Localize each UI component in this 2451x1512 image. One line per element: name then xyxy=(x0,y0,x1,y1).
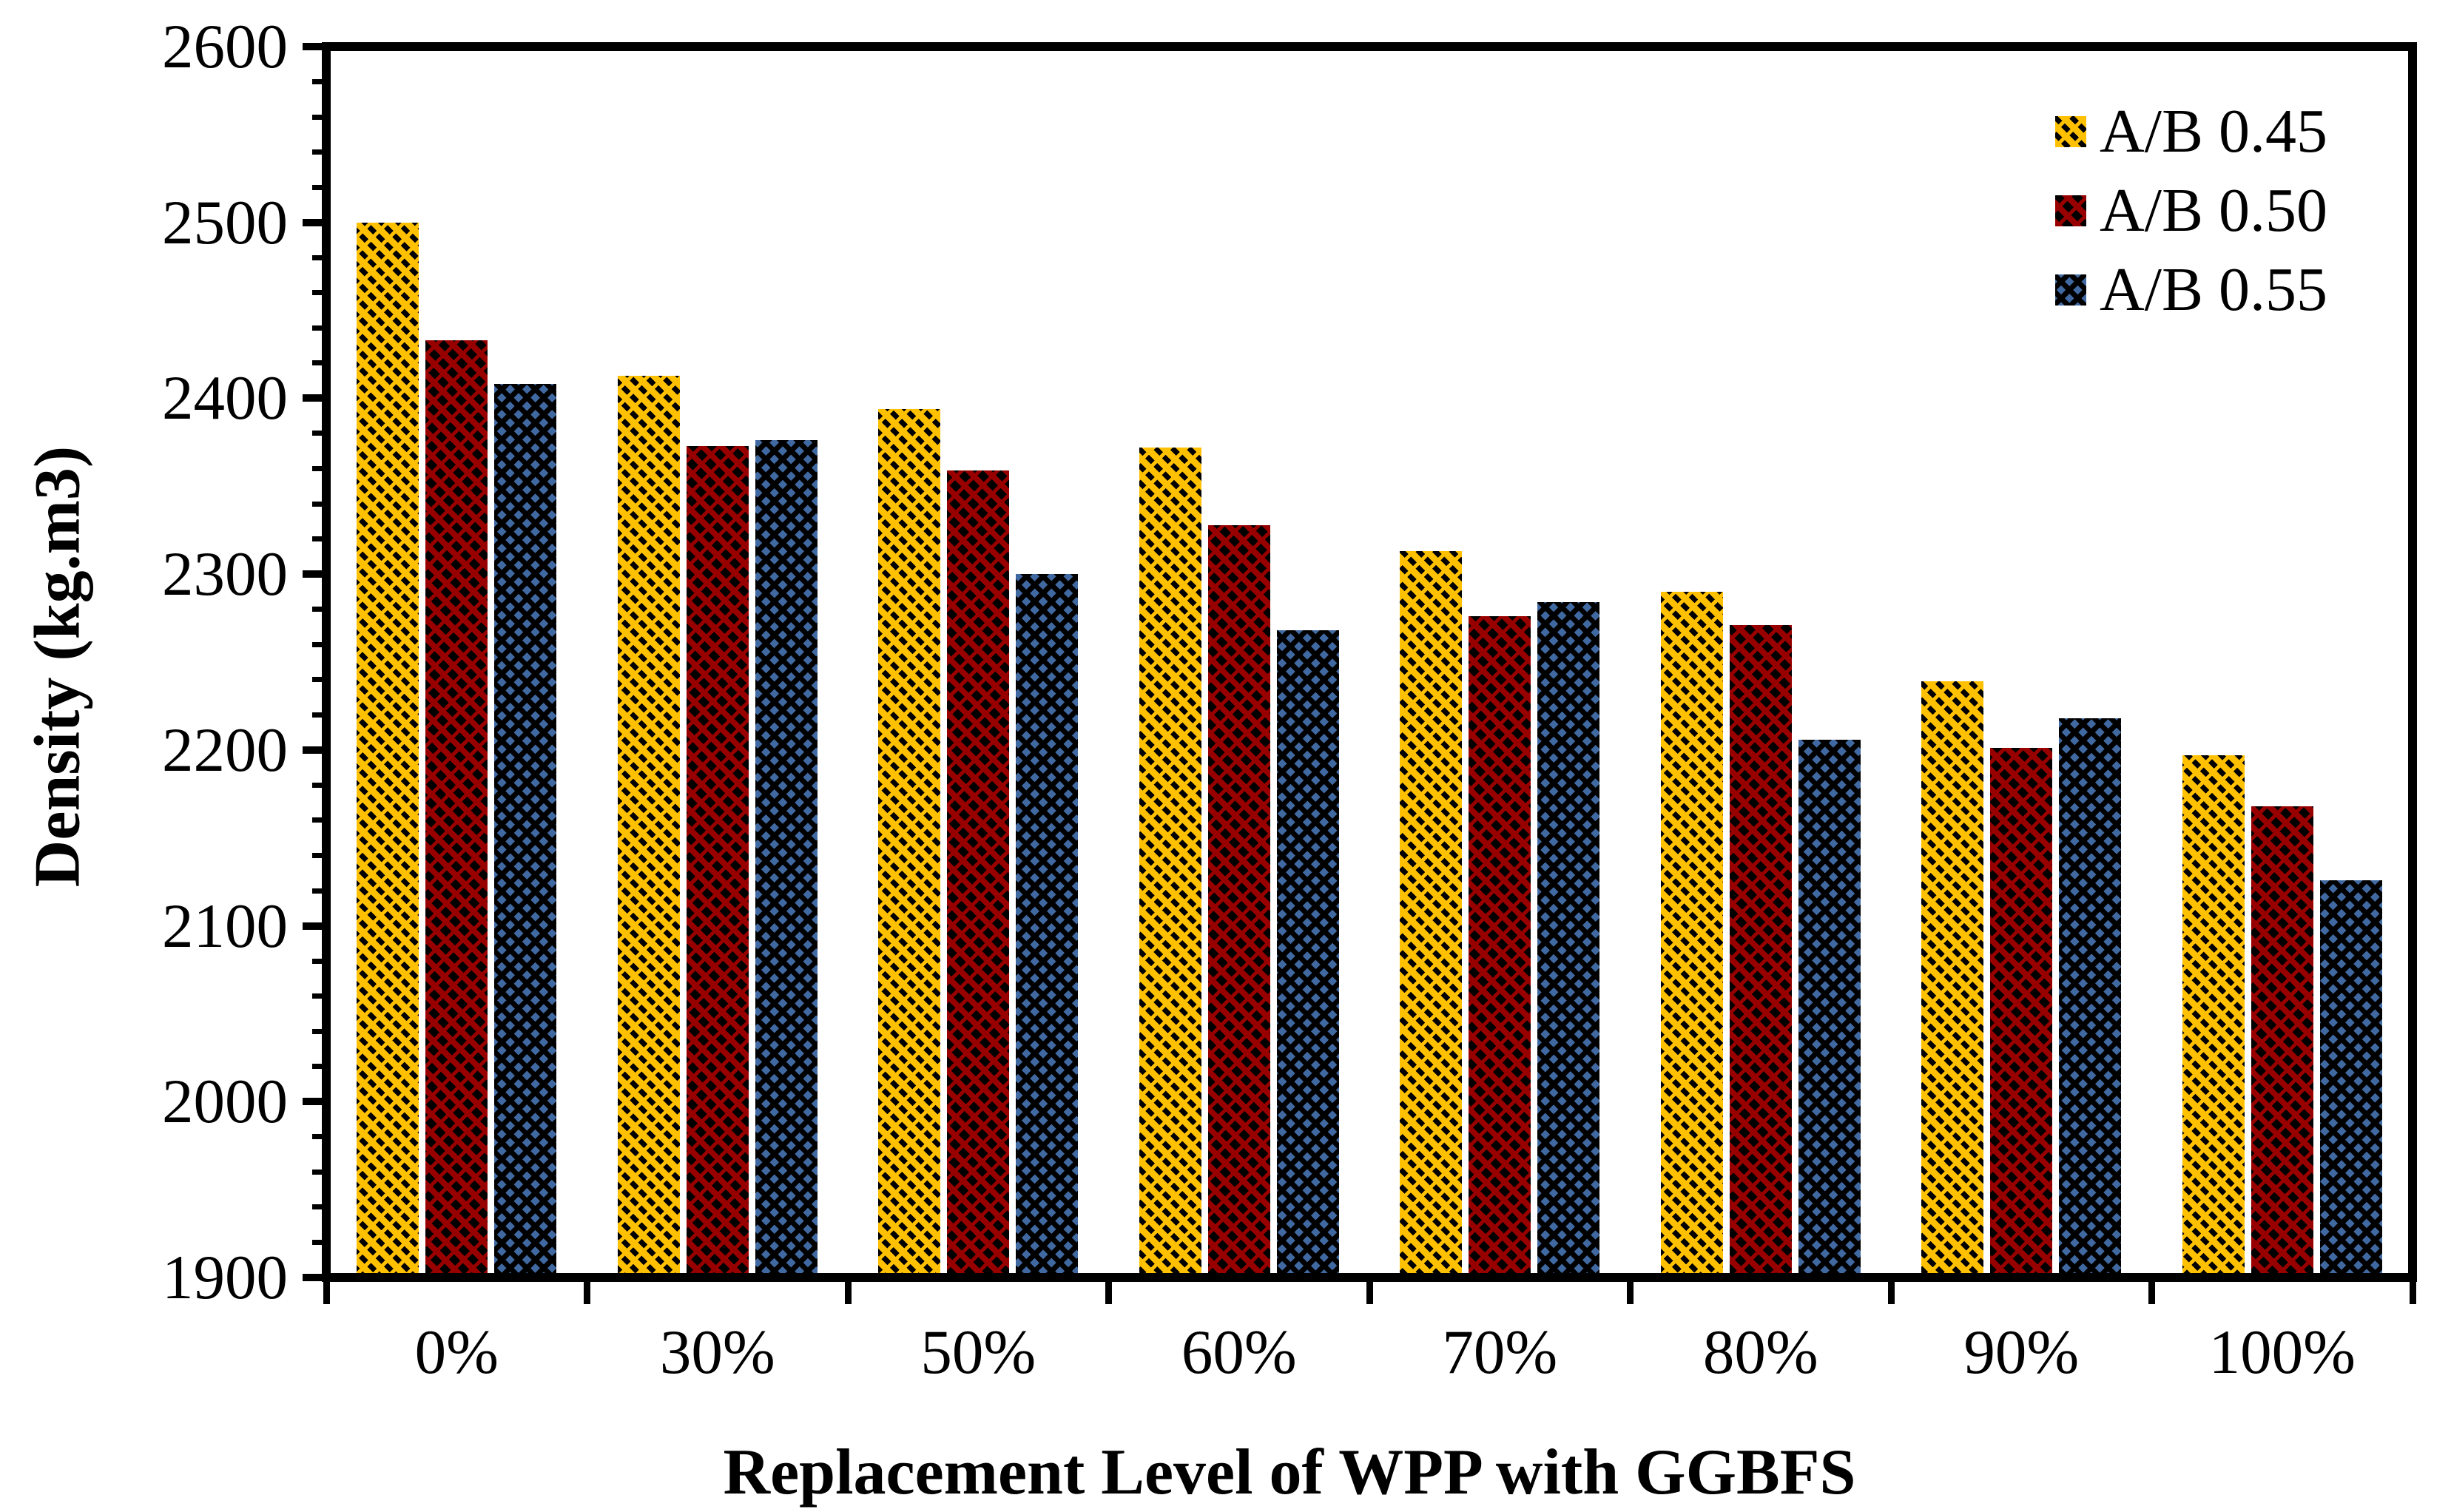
legend-item: A/B 0.45 xyxy=(2055,92,2327,171)
x-category-label: 50% xyxy=(920,1317,1036,1387)
y-minor-tick xyxy=(312,1169,326,1175)
bar xyxy=(1139,447,1201,1282)
y-tick-label: 2100 xyxy=(162,891,288,961)
bar xyxy=(494,384,557,1282)
bar xyxy=(2182,755,2245,1282)
y-minor-tick xyxy=(312,1239,326,1245)
bar xyxy=(755,440,817,1282)
y-minor-tick xyxy=(312,888,326,894)
y-minor-tick xyxy=(312,641,326,647)
bar xyxy=(878,408,941,1282)
legend-swatch-ab055 xyxy=(2055,274,2086,306)
y-minor-tick xyxy=(312,1064,326,1070)
legend-swatch-ab045 xyxy=(2055,115,2086,147)
y-minor-tick xyxy=(312,993,326,999)
bar xyxy=(1469,616,1531,1282)
bar xyxy=(1798,739,1861,1282)
bar xyxy=(357,222,419,1282)
y-minor-tick xyxy=(312,431,326,436)
bar xyxy=(1729,625,1792,1282)
legend: A/B 0.45 A/B 0.50 A/B 0.55 xyxy=(2055,92,2327,329)
y-minor-tick xyxy=(312,254,326,260)
bar xyxy=(1400,551,1463,1282)
y-minor-tick xyxy=(312,852,326,858)
x-tick xyxy=(323,1278,330,1304)
plot-frame xyxy=(322,42,2417,1282)
bar xyxy=(1016,574,1079,1282)
legend-swatch-ab050 xyxy=(2055,195,2086,226)
y-minor-tick xyxy=(312,1204,326,1210)
y-minor-tick xyxy=(312,290,326,296)
y-minor-tick xyxy=(312,184,326,190)
bar xyxy=(2251,806,2313,1282)
y-major-tick xyxy=(303,218,326,226)
y-major-tick xyxy=(303,43,326,50)
y-minor-tick xyxy=(312,149,326,155)
x-category-label: 90% xyxy=(1963,1317,2080,1387)
bar xyxy=(2059,718,2122,1282)
legend-label: A/B 0.55 xyxy=(2100,255,2328,324)
y-tick-label: 2500 xyxy=(162,187,288,257)
x-tick xyxy=(1105,1278,1112,1304)
bar xyxy=(617,375,680,1282)
bar xyxy=(1276,630,1339,1282)
y-minor-tick xyxy=(312,817,326,823)
x-category-label: 60% xyxy=(1181,1317,1297,1387)
y-minor-tick xyxy=(312,466,326,471)
legend-item: A/B 0.55 xyxy=(2055,250,2327,329)
legend-label: A/B 0.50 xyxy=(2100,176,2328,245)
y-tick-label: 1900 xyxy=(162,1243,288,1312)
bar xyxy=(686,445,749,1282)
y-minor-tick xyxy=(312,712,326,718)
x-tick xyxy=(584,1278,590,1304)
y-minor-tick xyxy=(312,114,326,120)
y-major-tick xyxy=(303,1098,326,1106)
x-category-label: 0% xyxy=(414,1317,499,1387)
y-minor-tick xyxy=(312,958,326,964)
x-axis-title: Replacement Level of WPP with GGBFS xyxy=(723,1437,1856,1508)
legend-item: A/B 0.50 xyxy=(2055,171,2327,250)
x-category-label: 80% xyxy=(1702,1317,1818,1387)
x-tick xyxy=(1627,1278,1634,1304)
x-category-label: 100% xyxy=(2208,1317,2356,1387)
bar xyxy=(947,470,1010,1282)
y-minor-tick xyxy=(312,1028,326,1034)
y-minor-tick xyxy=(312,782,326,788)
y-tick-label: 2600 xyxy=(162,12,288,81)
bar xyxy=(1921,681,1984,1282)
x-tick xyxy=(844,1278,852,1304)
legend-label: A/B 0.45 xyxy=(2100,97,2328,166)
x-tick xyxy=(1366,1278,1373,1304)
y-major-tick xyxy=(303,570,326,578)
x-tick xyxy=(2409,1278,2416,1304)
y-minor-tick xyxy=(312,501,326,507)
bar xyxy=(2319,880,2382,1282)
y-major-tick xyxy=(303,746,326,754)
y-minor-tick xyxy=(312,79,326,85)
y-tick-label: 2300 xyxy=(162,539,288,610)
y-minor-tick xyxy=(312,325,326,331)
x-tick xyxy=(2148,1278,2155,1304)
bar xyxy=(1660,591,1723,1282)
y-minor-tick xyxy=(312,1134,326,1140)
y-minor-tick xyxy=(312,677,326,683)
y-tick-label: 2400 xyxy=(162,363,288,433)
y-minor-tick xyxy=(312,536,326,542)
bar xyxy=(1990,748,2053,1282)
y-tick-label: 2200 xyxy=(162,715,288,785)
y-minor-tick xyxy=(312,360,326,366)
y-minor-tick xyxy=(312,607,326,612)
bar xyxy=(425,340,488,1282)
x-category-label: 30% xyxy=(659,1317,775,1387)
y-major-tick xyxy=(303,1274,326,1281)
y-major-tick xyxy=(303,394,326,402)
y-tick-label: 2000 xyxy=(162,1067,288,1137)
bar xyxy=(1537,602,1600,1282)
x-category-label: 70% xyxy=(1442,1317,1558,1387)
x-tick xyxy=(1887,1278,1895,1304)
y-axis-title: Density (kg.m3) xyxy=(21,445,94,888)
y-major-tick xyxy=(303,922,326,930)
bar xyxy=(1207,524,1270,1282)
